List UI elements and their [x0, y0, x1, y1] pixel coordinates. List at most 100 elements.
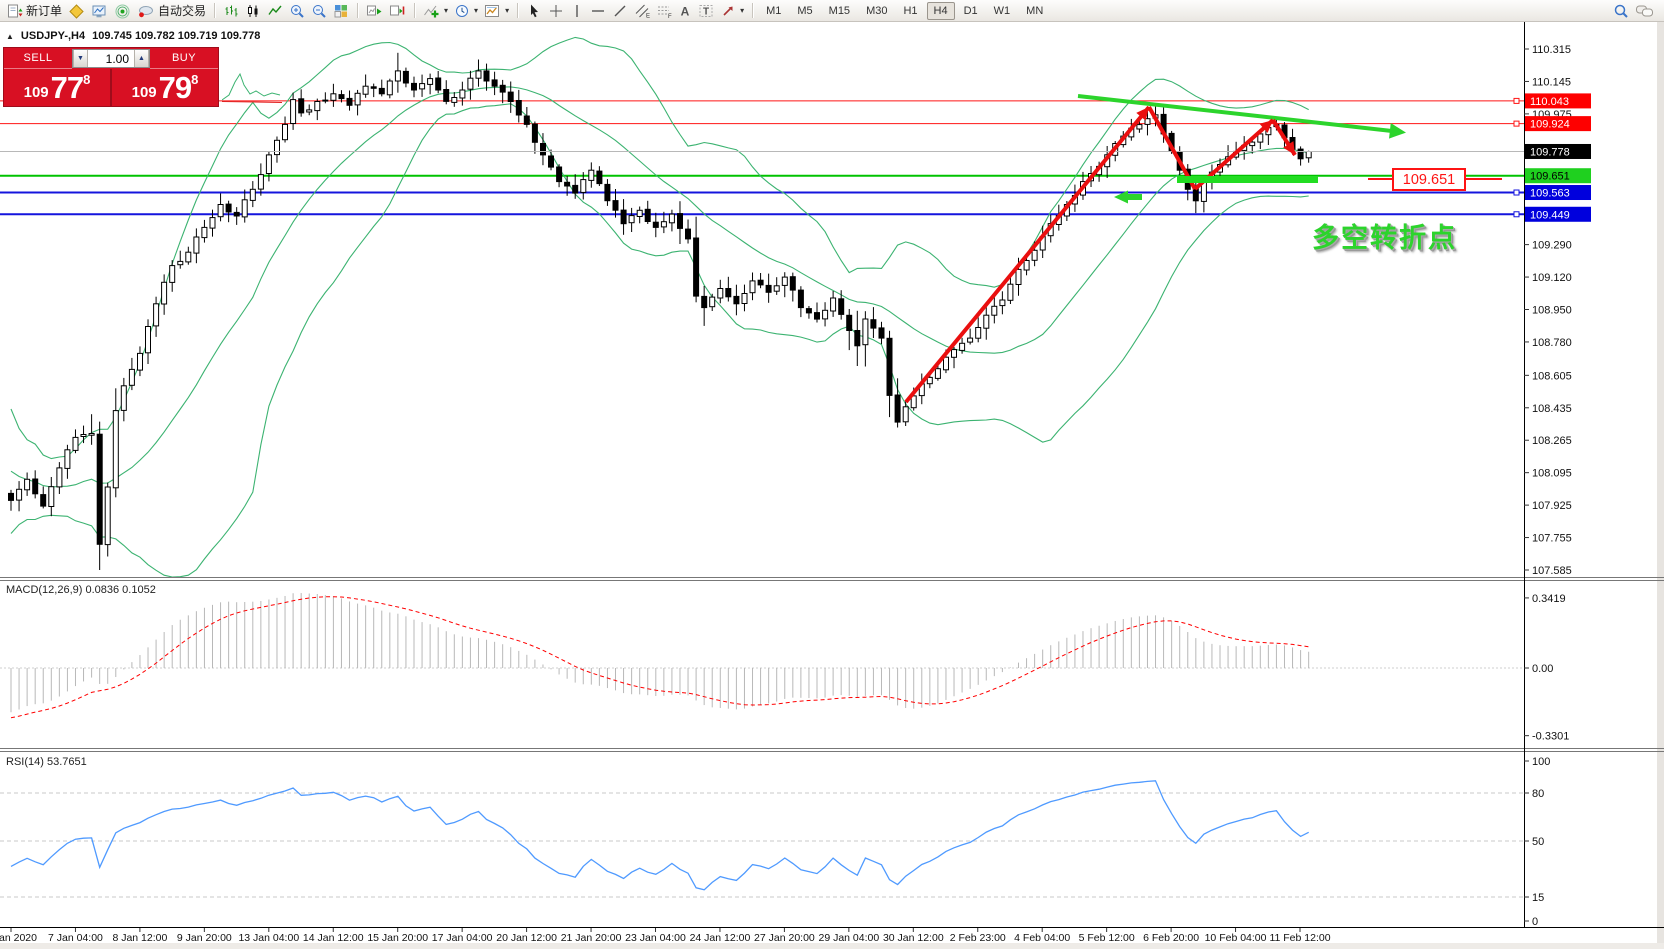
time-label: 23 Jan 04:00: [625, 932, 686, 944]
annotation-text-cn[interactable]: 多空转折点: [1312, 223, 1457, 253]
tab-timeframe-m5[interactable]: M5: [797, 4, 813, 17]
candle: [257, 174, 264, 190]
channel-tool-button[interactable]: E: [631, 1, 653, 20]
tile-windows-button[interactable]: [330, 1, 352, 20]
signals-button[interactable]: [111, 1, 134, 20]
tab-timeframe-h4[interactable]: H4: [926, 1, 955, 20]
candle: [685, 228, 691, 240]
zigzag-arrow-head[interactable]: [1136, 107, 1149, 121]
line-handle[interactable]: [1513, 97, 1520, 104]
hline-tool-button[interactable]: [587, 1, 609, 20]
candle: [636, 209, 643, 218]
buy-button[interactable]: 109 79 8: [112, 69, 218, 106]
indicators-button[interactable]: ▾: [420, 1, 451, 20]
arrows-tool-button[interactable]: ▾: [717, 1, 747, 20]
candle: [515, 100, 522, 116]
price-callout[interactable]: 109.651: [1392, 168, 1466, 191]
arrows-caret-icon: ▾: [740, 6, 745, 15]
tab-timeframe-m15[interactable]: M15: [828, 4, 851, 17]
symbol-info: ▲ USDJPY-,H4 109.745 109.782 109.719 109…: [6, 30, 260, 42]
text-tool-button[interactable]: A: [675, 1, 695, 20]
tab-timeframe-mn[interactable]: MN: [1026, 4, 1044, 17]
metaeditor-button[interactable]: [65, 1, 88, 20]
bollinger-lower: [10, 103, 1309, 577]
candle: [378, 87, 385, 95]
chart-bars-button[interactable]: [220, 1, 242, 20]
candle: [402, 70, 409, 84]
tab-timeframe-d1[interactable]: D1: [963, 4, 978, 17]
candle: [773, 285, 780, 292]
candle: [596, 170, 603, 185]
candle: [886, 337, 893, 396]
buy-price-sup: 8: [191, 72, 199, 87]
symbol-ohlc: 109.745 109.782 109.719 109.778: [92, 30, 261, 42]
rsi-axis-label: 15: [1532, 892, 1544, 904]
candle: [394, 70, 401, 82]
search-icon[interactable]: [1613, 3, 1629, 19]
sell-header[interactable]: SELL: [4, 48, 72, 69]
zigzag-arrow-head[interactable]: [1259, 120, 1273, 133]
zoom-in-button[interactable]: [286, 1, 308, 20]
candle: [1007, 283, 1014, 301]
support-zone-bar[interactable]: [1177, 176, 1318, 183]
candle: [483, 70, 490, 82]
macd-label: MACD(12,26,9) 0.0836 0.1052: [6, 584, 156, 596]
vline-tool-button[interactable]: [567, 1, 587, 20]
trend-arrow-head[interactable]: [1389, 123, 1406, 139]
line-handle[interactable]: [1513, 211, 1520, 218]
candle: [427, 78, 434, 85]
chart-line-button[interactable]: [264, 1, 286, 20]
market-watch-button[interactable]: [88, 1, 111, 20]
candle: [943, 356, 949, 371]
time-label: 6 Feb 20:00: [1143, 932, 1199, 944]
auto-trading-label: 自动交易: [158, 4, 207, 18]
price-tick-label: 108.950: [1532, 305, 1572, 317]
templates-button[interactable]: ▾: [481, 1, 512, 20]
zigzag-arrow-line[interactable]: [904, 105, 1151, 404]
zigzag-arrow-line[interactable]: [1147, 106, 1197, 190]
candle: [862, 318, 869, 346]
tab-timeframe-m30[interactable]: M30: [866, 4, 888, 17]
candle: [934, 368, 941, 379]
auto-scroll-button[interactable]: [363, 1, 386, 20]
crosshair-tool-button[interactable]: [545, 1, 567, 20]
text-label-tool-button[interactable]: T: [695, 1, 717, 20]
auto-trading-button[interactable]: 自动交易: [134, 1, 209, 20]
left-arrow-marker[interactable]: [1114, 190, 1142, 204]
level-label-109.563: 109.563: [1530, 188, 1570, 200]
horizontal-line-icon: [592, 9, 605, 12]
macd-axis-label: 0.3419: [1532, 593, 1566, 605]
periods-button[interactable]: ▾: [451, 1, 481, 20]
rsi-axis-label: 100: [1532, 756, 1550, 768]
sell-button[interactable]: 109 77 8: [4, 69, 110, 106]
buy-header[interactable]: BUY: [150, 48, 218, 69]
candle: [112, 410, 119, 489]
candle: [894, 394, 901, 423]
level-label-109.449-box: [1525, 206, 1591, 222]
time-label: 5 Feb 12:00: [1079, 932, 1135, 944]
cursor-tool-button[interactable]: [523, 1, 545, 20]
chat-icon[interactable]: [1635, 3, 1654, 19]
trendline-tool-button[interactable]: [609, 1, 631, 20]
tab-timeframe-w1[interactable]: W1: [993, 4, 1011, 17]
tab-timeframe-m1[interactable]: M1: [766, 4, 782, 17]
price-tick-label: 108.095: [1532, 468, 1572, 480]
volume-down-button[interactable]: ▼: [73, 50, 88, 67]
volume-value[interactable]: 1.00: [105, 51, 129, 66]
volume-up-button[interactable]: ▲: [134, 50, 149, 67]
trend-arrow-line[interactable]: [1077, 94, 1393, 133]
zigzag-arrow-head[interactable]: [1283, 141, 1295, 155]
line-handle[interactable]: [1513, 189, 1520, 196]
zoom-out-button[interactable]: [308, 1, 330, 20]
price-tick-label: 107.925: [1532, 500, 1572, 512]
line-chart-icon: [268, 5, 282, 15]
candle: [306, 109, 313, 113]
tab-timeframe-h1[interactable]: H1: [903, 4, 918, 17]
fibonacci-tool-button[interactable]: F: [653, 1, 675, 20]
chart-candles-button[interactable]: [242, 1, 264, 20]
new-order-button[interactable]: 新订单: [4, 1, 65, 20]
line-handle[interactable]: [1513, 120, 1520, 127]
chart-shift-button[interactable]: [386, 1, 409, 20]
panel-collapse-icon[interactable]: ▲: [6, 31, 14, 41]
